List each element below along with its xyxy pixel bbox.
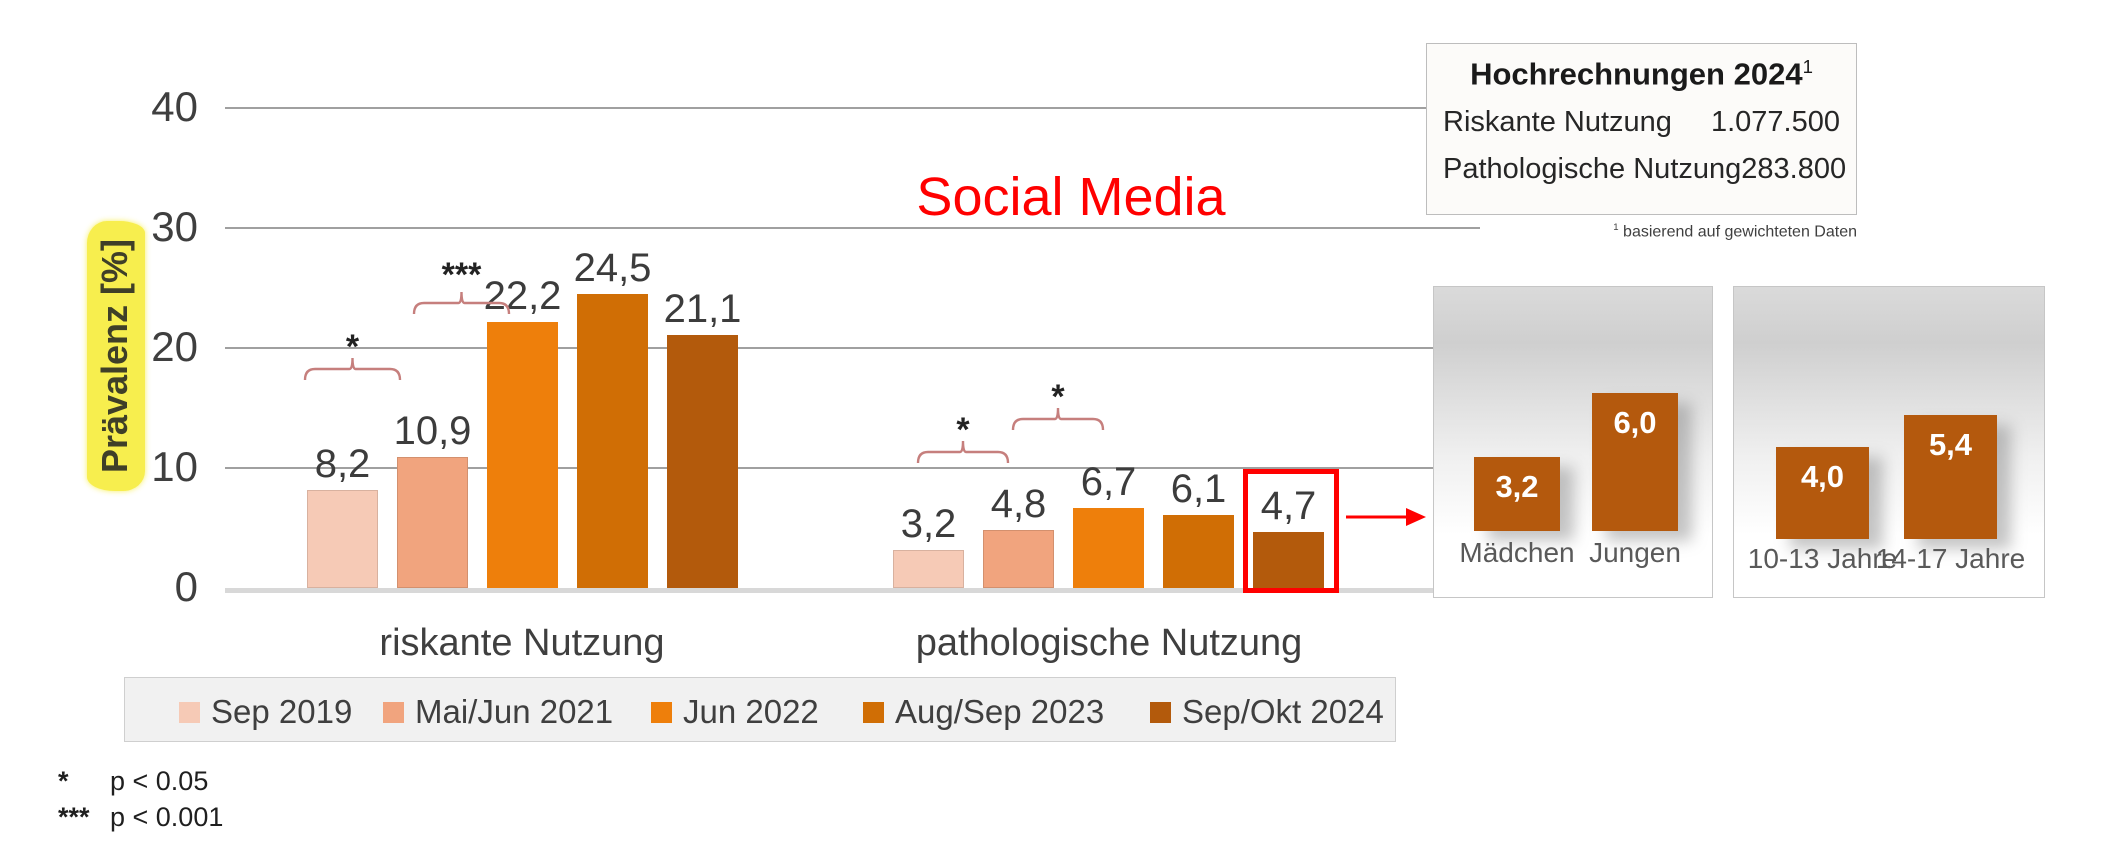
gridline <box>225 467 1480 469</box>
significance-star: * <box>345 328 360 366</box>
mini-bar-value-label: 6,0 <box>1613 405 1657 440</box>
bar-value-label: 8,2 <box>314 442 371 486</box>
stats-row: Riskante Nutzung 1.077.500 <box>1443 106 1840 139</box>
legend-label: Mai/Jun 2021 <box>415 693 614 730</box>
highlight-box-sep-okt-2024 <box>1243 469 1339 593</box>
bar-jun-2022 <box>1073 508 1144 588</box>
significance-bracket <box>916 440 1010 464</box>
bar-jun-2022 <box>487 322 558 588</box>
gridline <box>225 227 1480 229</box>
mini-chart-age: 4,0 10-13 Jahre 5,4 14-17 Jahre <box>1733 286 2045 598</box>
bar-mai-jun-2021 <box>397 457 468 588</box>
bar-sep-okt-2024 <box>667 335 738 588</box>
significance-symbol: *** <box>58 802 90 832</box>
significance-bracket <box>303 357 402 381</box>
stats-row-value: 1.077.500 <box>1710 106 1840 139</box>
legend-swatch <box>651 701 672 723</box>
mini-bar-m-dchen <box>1474 457 1560 531</box>
x-axis-line <box>225 588 1480 593</box>
gridline <box>225 107 1480 109</box>
significance-legend-line: *** p < 0.001 <box>58 804 223 831</box>
y-tick-label: 40 <box>151 83 198 130</box>
significance-star: * <box>956 411 970 449</box>
stats-footnote-sup: 1 <box>1613 222 1619 233</box>
legend-label: Sep 2019 <box>211 693 353 730</box>
legend-item: Sep/Okt 2024 <box>1150 693 1384 731</box>
stats-footnote: 1 basierend auf gewichteten Daten <box>1457 222 1857 241</box>
mini-category-label: 10-13 Jahre <box>1747 543 1898 574</box>
chart-title: Social Media <box>916 167 1226 227</box>
bar-sep-2019 <box>893 550 964 588</box>
mini-bar-value-label: 4,0 <box>1800 459 1845 494</box>
legend-item: Jun 2022 <box>651 693 819 731</box>
bar-sep-okt-2024 <box>1253 532 1324 588</box>
bar-value-label: 4,7 <box>1260 484 1317 528</box>
stats-box-title: Hochrechnungen 20241 <box>1443 56 1840 92</box>
y-tick-label: 0 <box>174 563 198 610</box>
legend-item: Sep 2019 <box>179 693 352 731</box>
significance-legend-line: * p < 0.05 <box>58 768 208 795</box>
gridline <box>225 347 1480 349</box>
significance-bracket <box>1011 407 1105 431</box>
y-tick-label: 10 <box>151 443 198 490</box>
mini-category-label: Jungen <box>1589 537 1681 568</box>
arrow-right-icon <box>1346 508 1426 526</box>
bar-sep-2019 <box>307 490 378 588</box>
bar-mai-jun-2021 <box>983 530 1054 588</box>
bar-aug-sep-2023 <box>1163 515 1234 588</box>
mini-bar-value-label: 3,2 <box>1495 469 1539 504</box>
bar-aug-sep-2023 <box>577 294 648 588</box>
stats-box-title-sup: 1 <box>1802 56 1813 77</box>
bar-value-label: 6,7 <box>1080 460 1137 504</box>
legend-item: Aug/Sep 2023 <box>863 693 1104 731</box>
mini-bar-jungen <box>1592 393 1678 531</box>
significance-symbol: * <box>58 766 69 796</box>
legend-label: Jun 2022 <box>683 693 819 730</box>
stats-box-hochrechnungen: Hochrechnungen 20241 Riskante Nutzung 1.… <box>1426 43 1857 215</box>
legend: Sep 2019 Mai/Jun 2021 Jun 2022 Aug/Sep 2023… <box>124 677 1396 742</box>
significance-star: * <box>1051 378 1065 416</box>
legend-item: Mai/Jun 2021 <box>383 693 613 731</box>
legend-swatch <box>179 701 200 723</box>
bar-value-label: 21,1 <box>663 287 742 331</box>
stats-row-value: 283.800 <box>1741 153 1847 186</box>
bar-value-label: 4,8 <box>990 482 1047 526</box>
legend-swatch <box>863 701 884 723</box>
category-label-riskante-nutzung: riskante Nutzung <box>379 622 665 664</box>
legend-swatch <box>383 701 404 723</box>
mini-chart-gender: 3,2 Mädchen 6,0 Jungen <box>1433 286 1713 598</box>
mini-category-label: Mädchen <box>1459 537 1575 568</box>
mini-category-label: 14-17 Jahre <box>1875 543 2026 574</box>
significance-text: p < 0.05 <box>110 766 209 796</box>
mini-bar-value-label: 5,4 <box>1928 427 1973 462</box>
significance-text: p < 0.001 <box>110 802 224 832</box>
bar-value-label: 3,2 <box>900 502 957 546</box>
legend-label: Sep/Okt 2024 <box>1182 693 1384 730</box>
bar-value-label: 24,5 <box>573 246 652 290</box>
category-label-pathologische-nutzung: pathologische Nutzung <box>915 622 1303 664</box>
y-tick-label: 20 <box>151 323 198 370</box>
legend-label: Aug/Sep 2023 <box>895 693 1105 730</box>
bar-value-label: 6,1 <box>1170 467 1227 511</box>
stats-row-label: Riskante Nutzung <box>1443 106 1672 139</box>
stats-row: Pathologische Nutzung 283.800 <box>1443 153 1846 186</box>
legend-swatch <box>1150 701 1171 723</box>
y-tick-label: 30 <box>151 203 198 250</box>
stats-box-title-text: Hochrechnungen 2024 <box>1470 56 1803 92</box>
mini-bar-14-17-jahre <box>1904 415 1997 539</box>
significance-star: *** <box>441 256 482 294</box>
stats-row-label: Pathologische Nutzung <box>1443 153 1742 186</box>
mini-bar-10-13-jahre <box>1776 447 1869 539</box>
bar-value-label: 22,2 <box>483 274 562 318</box>
bar-value-label: 10,9 <box>393 409 472 453</box>
stats-footnote-text: basierend auf gewichteten Daten <box>1618 223 1857 241</box>
significance-bracket <box>412 291 511 315</box>
